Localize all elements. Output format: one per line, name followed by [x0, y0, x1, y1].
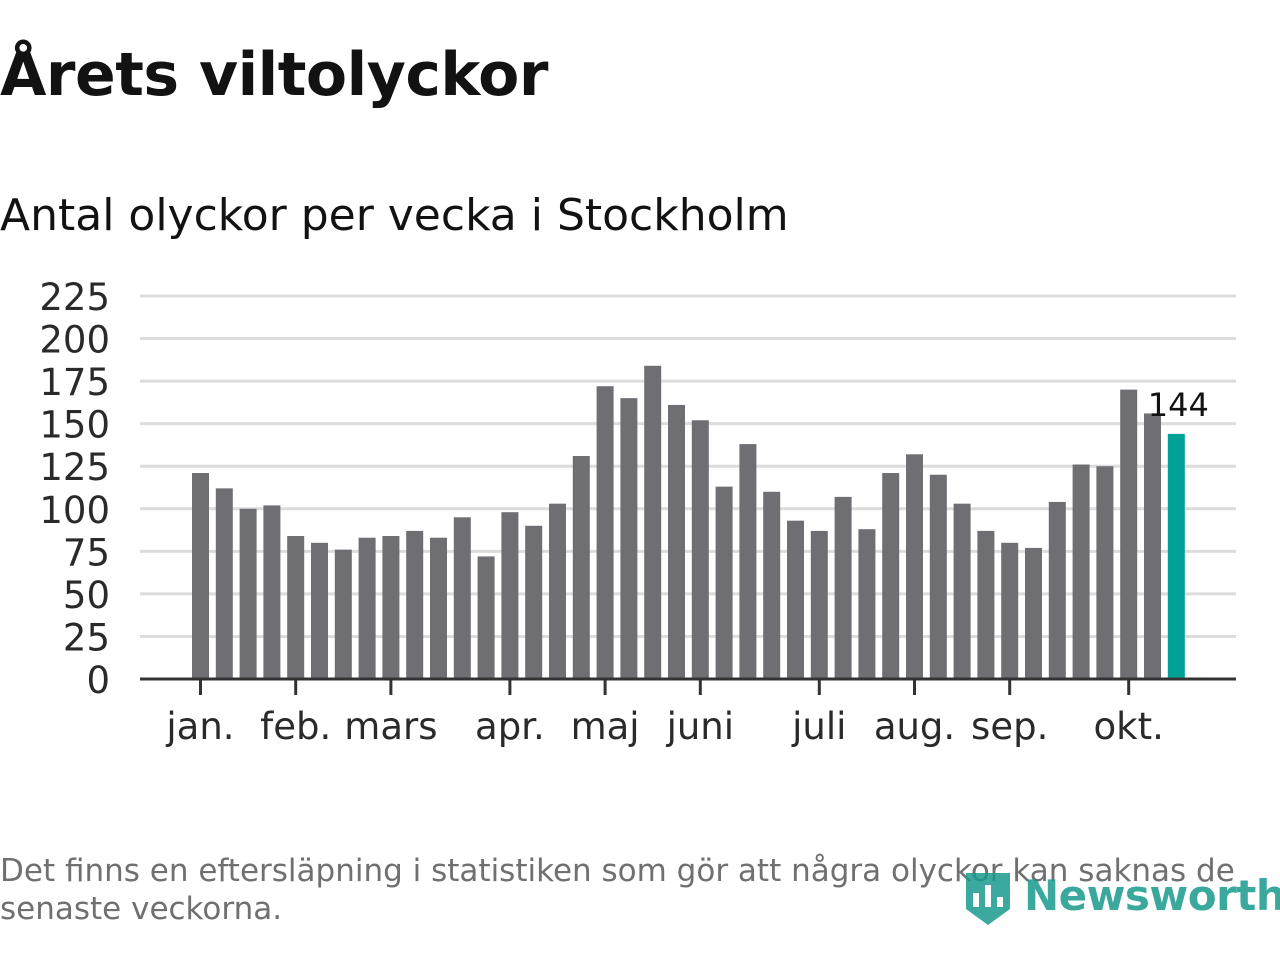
bar	[787, 520, 804, 679]
y-tick-label: 125	[39, 446, 110, 489]
bar	[311, 542, 328, 679]
bar	[549, 503, 566, 679]
bars	[192, 365, 1185, 679]
bar	[406, 530, 424, 679]
bar	[382, 536, 400, 679]
bar	[215, 488, 233, 679]
bar-chart-icon	[966, 873, 1010, 925]
bar	[1144, 413, 1161, 679]
y-tick-label: 75	[63, 531, 110, 574]
x-tick-label: jan.	[165, 705, 234, 748]
bar	[1096, 466, 1114, 679]
gridlines	[140, 294, 1236, 638]
y-tick-label: 225	[39, 276, 110, 319]
bar	[287, 536, 305, 679]
bar	[477, 556, 495, 679]
y-tick-label: 0	[86, 659, 110, 702]
x-tick-label: juni	[666, 705, 734, 748]
bar	[525, 525, 543, 679]
bar	[763, 491, 781, 679]
data-label-highlight: 144	[1148, 386, 1209, 424]
bar	[858, 529, 876, 679]
y-tick-label: 200	[39, 319, 110, 362]
x-axis-ticks: jan. feb. mars apr. maj juni juli aug. sep. okt.	[165, 679, 1164, 748]
bar	[977, 530, 995, 679]
bar	[572, 456, 590, 679]
bar	[239, 508, 257, 679]
y-tick-label: 50	[63, 574, 110, 617]
bar	[1025, 547, 1042, 679]
bar	[834, 496, 852, 679]
x-tick-label: sep.	[971, 705, 1048, 748]
bar	[1120, 389, 1138, 679]
x-tick-label: maj	[571, 705, 640, 748]
x-tick-label: juli	[791, 705, 846, 748]
y-tick-label: 25	[63, 616, 110, 659]
y-tick-label: 175	[39, 361, 110, 404]
bar	[1001, 542, 1019, 679]
bar	[691, 420, 709, 679]
bar	[882, 473, 900, 679]
chart-subtitle: Antal olyckor per vecka i Stockholm	[0, 190, 789, 241]
bar	[953, 503, 971, 679]
bar	[430, 537, 447, 679]
bar	[810, 530, 828, 679]
x-tick-label: feb.	[260, 705, 331, 748]
newsworthy-logo: Newsworthy	[962, 862, 1280, 928]
bar	[715, 486, 733, 679]
x-tick-label: aug.	[874, 705, 955, 748]
bar	[334, 549, 352, 679]
y-tick-label: 100	[39, 489, 110, 532]
bar	[192, 473, 209, 679]
bar	[906, 454, 923, 679]
bar	[1072, 464, 1090, 679]
bar	[620, 398, 638, 679]
bar	[501, 512, 519, 679]
x-tick-label: apr.	[475, 705, 545, 748]
footnote: Det finns en eftersläpning i statistiken…	[0, 853, 1235, 927]
bar	[668, 404, 685, 679]
chart-title: Årets viltolyckor	[0, 40, 549, 110]
bar	[263, 505, 281, 679]
logo-text: Newsworthy	[1024, 870, 1280, 920]
y-tick-label: 150	[39, 404, 110, 447]
x-tick-label: okt.	[1094, 705, 1164, 748]
bar	[1048, 501, 1066, 679]
bar	[1167, 433, 1185, 679]
bar	[929, 474, 947, 679]
bar	[596, 386, 614, 679]
x-tick-label: mars	[344, 705, 437, 748]
bar	[453, 517, 471, 679]
bar	[358, 537, 376, 679]
bar	[739, 444, 757, 679]
data-labels: 144	[1148, 386, 1209, 424]
bar	[644, 365, 662, 679]
